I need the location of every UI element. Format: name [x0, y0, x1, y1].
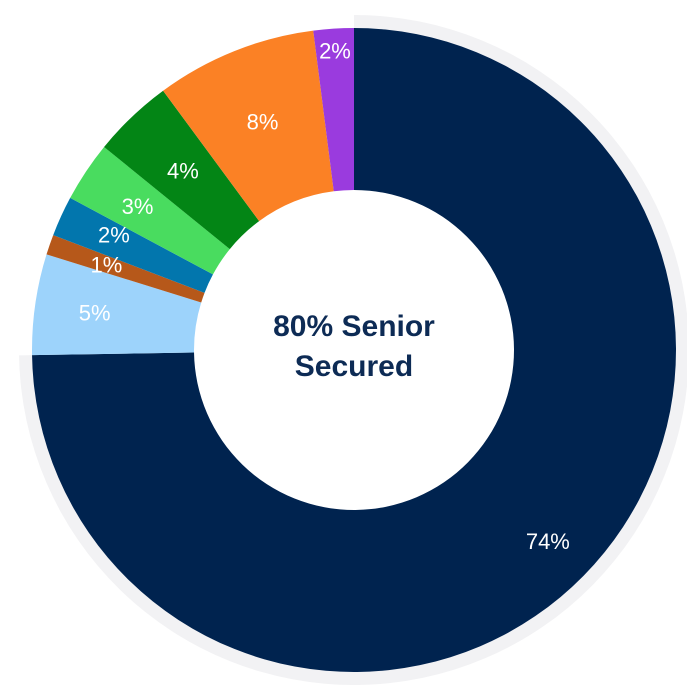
slice-4 — [53, 197, 213, 293]
slice-label-3: 1% — [91, 252, 123, 277]
slice-8 — [313, 28, 354, 192]
center-label: 80% Senior Secured — [273, 310, 435, 383]
slice-6 — [104, 90, 260, 250]
donut-slices — [32, 28, 676, 672]
slice-label-8: 2% — [319, 39, 351, 64]
slice-label-6: 4% — [167, 159, 199, 184]
slice-label-5: 3% — [122, 194, 154, 219]
center-label-line-2: Secured — [295, 350, 413, 383]
slice-label-1: 74% — [526, 529, 570, 554]
slice-label-4: 2% — [98, 222, 130, 247]
center-label-line-1: 80% Senior — [273, 310, 435, 343]
slice-7 — [163, 30, 334, 222]
slice-5 — [70, 146, 230, 275]
slice-1 — [32, 28, 676, 672]
slice-labels: 74% 5% 1% 2% 3% 4% 8% 2% — [79, 39, 570, 554]
slice-3 — [46, 235, 205, 303]
slice-2 — [32, 254, 202, 356]
slice-label-7: 8% — [247, 110, 279, 135]
slice-label-2: 5% — [79, 301, 111, 326]
